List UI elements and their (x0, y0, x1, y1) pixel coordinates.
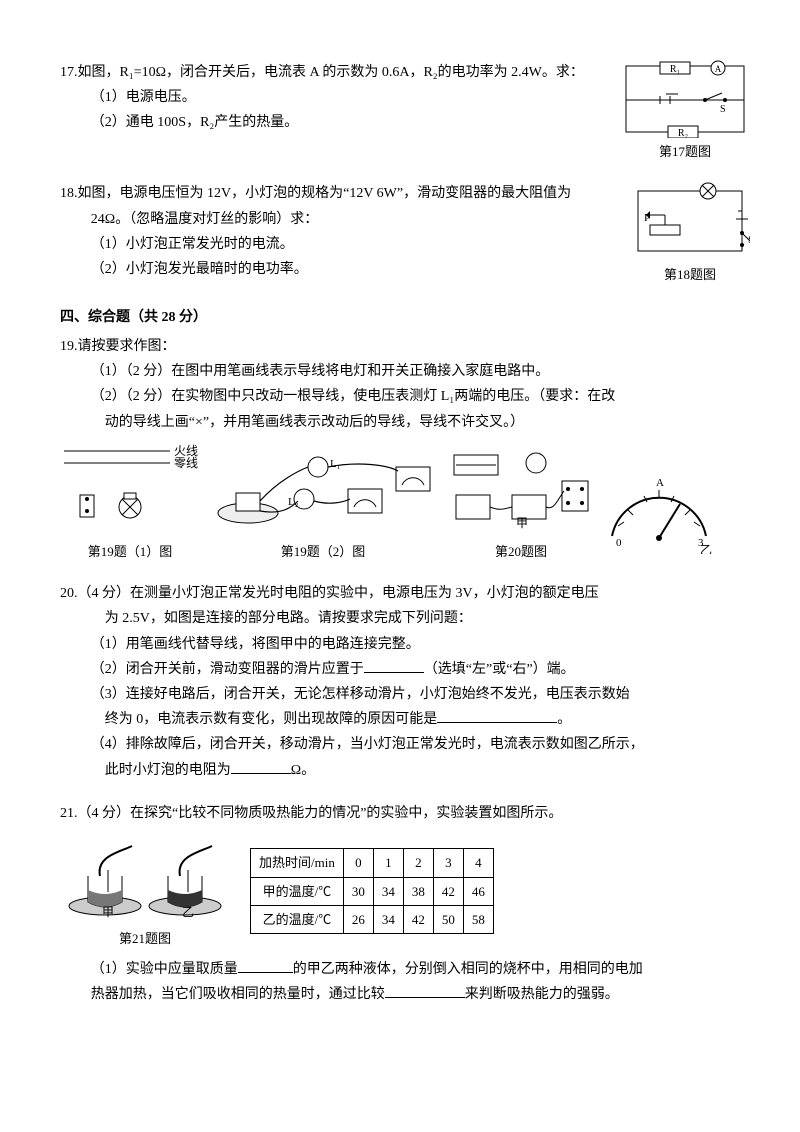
fig-20-caption: 第20题图 (446, 540, 596, 563)
q21-table: 加热时间/min01234 甲的温度/℃3034384246 乙的温度/℃263… (250, 848, 494, 934)
blank-21-1[interactable] (238, 958, 293, 973)
q18-figure: P S 第18题图 (630, 181, 750, 286)
svg-text:甲: 甲 (102, 905, 114, 918)
svg-text:A: A (656, 477, 664, 489)
q20-p4b: 此时小灯泡的电阻为Ω。 (60, 758, 750, 783)
q20-p1: （1）用笔画线代替导线，将图甲中的电路连接完整。 (60, 632, 750, 657)
fig-20-jia: 甲 第20题图 (446, 441, 596, 564)
table-row: 甲的温度/℃3034384246 (251, 877, 494, 905)
q20-p3b: 终为 0，电流表示数有变化，则出现故障的原因可能是。 (60, 707, 750, 732)
fig-21: 甲 乙 第21题图 (60, 832, 230, 951)
fig-19-1-caption: 第19题（1）图 (60, 540, 200, 563)
r1-label: R₁ (670, 64, 680, 75)
question-21: 21.（4 分）在探究“比较不同物质吸热能力的情况”的实验中，实验装置如图所示。… (60, 801, 750, 1007)
circuit-18-svg: P S (630, 181, 750, 261)
blank-20-2[interactable] (364, 658, 424, 673)
table-row: 乙的温度/℃2634425058 (251, 905, 494, 933)
ammeter-label: A (715, 64, 722, 74)
question-20: 20.（4 分）在测量小灯泡正常发光时电阻的实验中，电源电压为 3V，小灯泡的额… (60, 581, 750, 783)
question-17: R₁ A S R₂ 第17题图 17.如图，R₁=10Ω，闭合开关后，电流表 A… (60, 60, 750, 163)
fig-20-yi: 0 3 A 乙 (604, 466, 714, 563)
svg-text:零线: 零线 (174, 456, 198, 470)
rheostat-label: P (644, 212, 650, 224)
q19-part2b: 动的导线上画“×”，并用笔画线表示改动后的导线，导线不许交叉。） (60, 410, 750, 435)
fig-19-2-caption: 第19题（2）图 (208, 540, 438, 563)
q21-stem: 21.（4 分）在探究“比较不同物质吸热能力的情况”的实验中，实验装置如图所示。 (60, 801, 750, 826)
q19-part2a: （2）（2 分）在实物图中只改动一根导线，使电压表测灯 L₁两端的电压。（要求：… (60, 384, 750, 409)
svg-text:0: 0 (616, 537, 622, 549)
q19-part1: （1）（2 分）在图中用笔画线表示导线将电灯和开关正确接入家庭电路中。 (60, 359, 750, 384)
svg-text:乙: 乙 (700, 543, 712, 554)
q21-p1c: 热器加热，当它们吸收相同的热量时，通过比较来判断吸热能力的强弱。 (60, 982, 750, 1007)
table-row: 加热时间/min01234 (251, 849, 494, 877)
circuit-17-svg: R₁ A S R₂ (620, 60, 750, 138)
fig-19-2: L₁ L₂ 第19题（2）图 (208, 441, 438, 564)
svg-text:甲: 甲 (516, 516, 528, 530)
q19-figure-row: 火线 零线 第19题（1）图 L₁ L₂ (60, 441, 750, 564)
q20-stem2: 为 2.5V，如图是连接的部分电路。请按要求完成下列问题： (60, 606, 750, 631)
q21-p1: （1）实验中应量取质量的甲乙两种液体，分别倒入相同的烧杯中，用相同的电加 (60, 957, 750, 982)
q20-p2: （2）闭合开关前，滑动变阻器的滑片应置于（选填“左”或“右”）端。 (60, 657, 750, 682)
fig-21-caption: 第21题图 (60, 927, 230, 950)
blank-20-4[interactable] (231, 759, 291, 774)
question-19: 19.请按要求作图： （1）（2 分）在图中用笔画线表示导线将电灯和开关正确接入… (60, 334, 750, 563)
section-4-title: 四、综合题（共 28 分） (60, 305, 750, 330)
r2-label: R₂ (678, 128, 688, 138)
blank-20-3[interactable] (437, 708, 557, 723)
q19-head: 19.请按要求作图： (60, 334, 750, 359)
q17-figure: R₁ A S R₂ 第17题图 (620, 60, 750, 163)
q20-p3a: （3）连接好电路后，闭合开关，无论怎样移动滑片，小灯泡始终不发光，电压表示数始 (60, 682, 750, 707)
q20-p4a: （4）排除故障后，闭合开关，移动滑片，当小灯泡正常发光时，电流表示数如图乙所示， (60, 732, 750, 757)
q20-stem1: 20.（4 分）在测量小灯泡正常发光时电阻的实验中，电源电压为 3V，小灯泡的额… (60, 581, 750, 606)
question-18: P S 第18题图 18.如图，电源电压恒为 12V，小灯泡的规格为“12V 6… (60, 181, 750, 286)
blank-21-2[interactable] (385, 983, 465, 998)
fig-19-1: 火线 零线 第19题（1）图 (60, 443, 200, 564)
switch-label: S (720, 104, 726, 115)
q18-caption: 第18题图 (630, 263, 750, 286)
q17-caption: 第17题图 (620, 140, 750, 163)
svg-text:L₁: L₁ (330, 458, 341, 470)
q21-row: 甲 乙 第21题图 加热时间/min01234 甲的温度/℃3034384246… (60, 832, 750, 951)
svg-text:乙: 乙 (182, 905, 194, 918)
switch-18-label: S (748, 234, 750, 246)
